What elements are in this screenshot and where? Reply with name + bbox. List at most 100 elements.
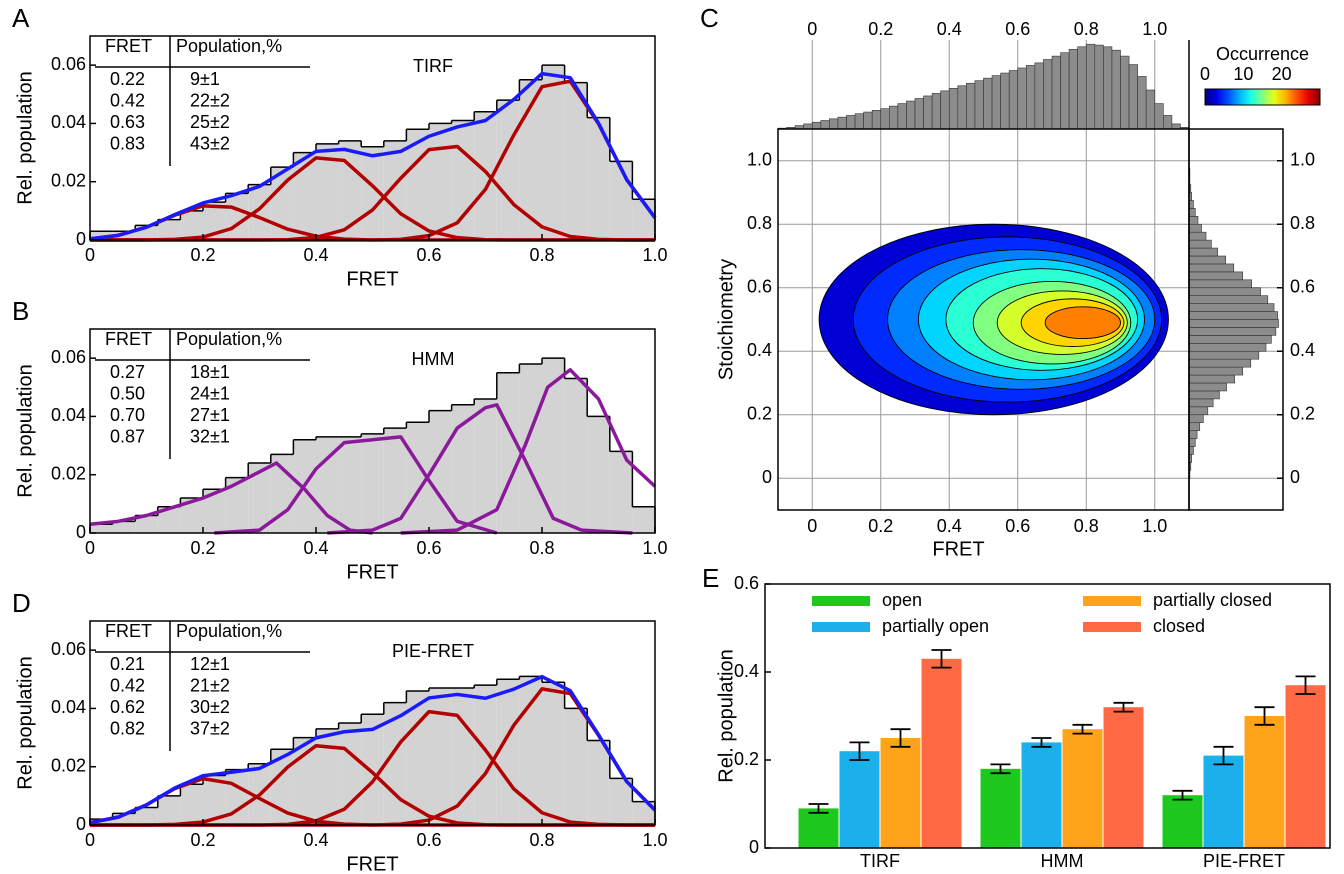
y-tick-label: 0.4 — [747, 340, 772, 360]
right-hist-bar — [1188, 271, 1244, 281]
top-hist-bar — [846, 115, 856, 130]
top-hist-bar — [1068, 49, 1078, 130]
x-tick-label-top: 0 — [807, 19, 817, 39]
x-tick-label: 0.8 — [529, 830, 554, 850]
colorbar-tick-label: 10 — [1233, 64, 1253, 84]
top-hist-bar — [889, 105, 899, 130]
error-bar — [808, 803, 829, 814]
y-tick-label: 0 — [76, 814, 86, 834]
bar — [1021, 742, 1062, 848]
top-hist-bar — [1137, 76, 1147, 130]
panel-label: E — [702, 563, 719, 593]
top-hist-bar — [803, 123, 813, 130]
panel-label: D — [12, 588, 31, 618]
bar — [1103, 707, 1144, 848]
error-bar — [1254, 706, 1275, 726]
hist-bar — [338, 140, 362, 240]
right-hist-bar — [1188, 390, 1220, 400]
panel-label: A — [12, 3, 30, 33]
x-tick-label-top: 0.8 — [1074, 19, 1099, 39]
right-hist-bar — [1188, 216, 1199, 225]
x-axis-label: FRET — [346, 268, 398, 290]
table-cell: 24±1 — [190, 383, 230, 403]
hist-bar — [564, 708, 588, 825]
right-hist-bar — [1188, 358, 1252, 368]
colorbar — [1204, 88, 1321, 106]
bar — [1203, 755, 1244, 848]
bar — [1162, 795, 1203, 848]
top-hist-bar — [991, 75, 1001, 130]
fit-curve — [89, 674, 657, 825]
top-hist-bar — [811, 121, 822, 130]
hist-bar — [248, 184, 271, 240]
hist-bar — [587, 416, 610, 533]
hist-bar — [383, 140, 407, 240]
hist-bar — [496, 100, 520, 240]
right-hist-bar — [1188, 319, 1279, 328]
hist-bar — [587, 740, 610, 825]
error-bar — [990, 763, 1011, 775]
x-tick-label: 0.2 — [190, 830, 215, 850]
bar — [1062, 729, 1103, 848]
y-tick-label-right: 0.4 — [1290, 340, 1315, 360]
y-tick-label: 0.04 — [51, 405, 86, 425]
hist-bar — [564, 82, 588, 240]
top-hist-bar — [940, 90, 950, 130]
x-axis-label: FRET — [932, 538, 984, 560]
y-tick-label: 0.04 — [51, 697, 86, 717]
right-hist-bar — [1188, 374, 1235, 384]
hist-bar — [338, 436, 362, 533]
y-tick-label: 0.02 — [51, 755, 86, 775]
panel-annotation: PIE-FRET — [392, 641, 474, 661]
right-hist-bar — [1188, 255, 1227, 265]
bar — [921, 658, 962, 848]
x-tick-label: 0 — [807, 516, 817, 536]
right-hist-bar — [1188, 414, 1204, 423]
error-bar — [1031, 737, 1052, 748]
top-hist-bar — [1154, 103, 1164, 130]
bar — [839, 751, 880, 848]
y-axis-label: Rel. population — [14, 71, 36, 204]
y-tick-label: 0.06 — [51, 54, 86, 74]
hist-bar — [112, 231, 136, 240]
top-hist-bar — [923, 95, 933, 130]
hist-bar — [519, 363, 542, 533]
y-tick-label: 0.06 — [51, 347, 86, 367]
x-tick-label: 0.6 — [416, 538, 441, 558]
right-hist-bar — [1188, 311, 1278, 320]
top-hist-bar — [880, 108, 890, 130]
fit-curve — [327, 403, 633, 535]
hist-bar — [542, 358, 565, 533]
hist-bar — [361, 714, 384, 825]
x-tick-label: 0.6 — [416, 245, 441, 265]
table-cell: 43±2 — [190, 133, 230, 153]
hist-bar — [474, 111, 497, 241]
x-tick-label: 0 — [85, 538, 95, 558]
table-header: FRET — [105, 329, 152, 349]
legend-swatch — [812, 622, 870, 632]
right-hist-bar — [1188, 335, 1272, 344]
right-hist-bar — [1188, 398, 1214, 408]
right-hist-bar — [1188, 406, 1209, 416]
top-hist-bar — [820, 120, 830, 130]
hist-bar — [112, 813, 136, 825]
y-tick-label-right: 1.0 — [1290, 150, 1315, 170]
hist-bar — [474, 685, 497, 825]
hist-bar — [90, 231, 113, 240]
x-tick-label: 1.0 — [642, 245, 667, 265]
top-hist-bar — [1026, 65, 1036, 130]
y-tick-label: 0.8 — [747, 213, 772, 233]
table-cell: 12±1 — [190, 654, 230, 674]
panel-label: C — [700, 3, 719, 33]
hist-bar — [429, 123, 452, 240]
hist-bar — [180, 210, 203, 240]
hist-bar — [203, 489, 226, 533]
x-tick-label-top: 1.0 — [1142, 19, 1167, 39]
y-tick-label: 0 — [76, 522, 86, 542]
hist-bar — [587, 117, 610, 240]
right-hist-bar — [1188, 350, 1260, 360]
y-axis-label: Stoichiometry — [715, 259, 737, 380]
table-cell: 0.21 — [110, 654, 145, 674]
top-hist-bar — [1145, 89, 1156, 130]
